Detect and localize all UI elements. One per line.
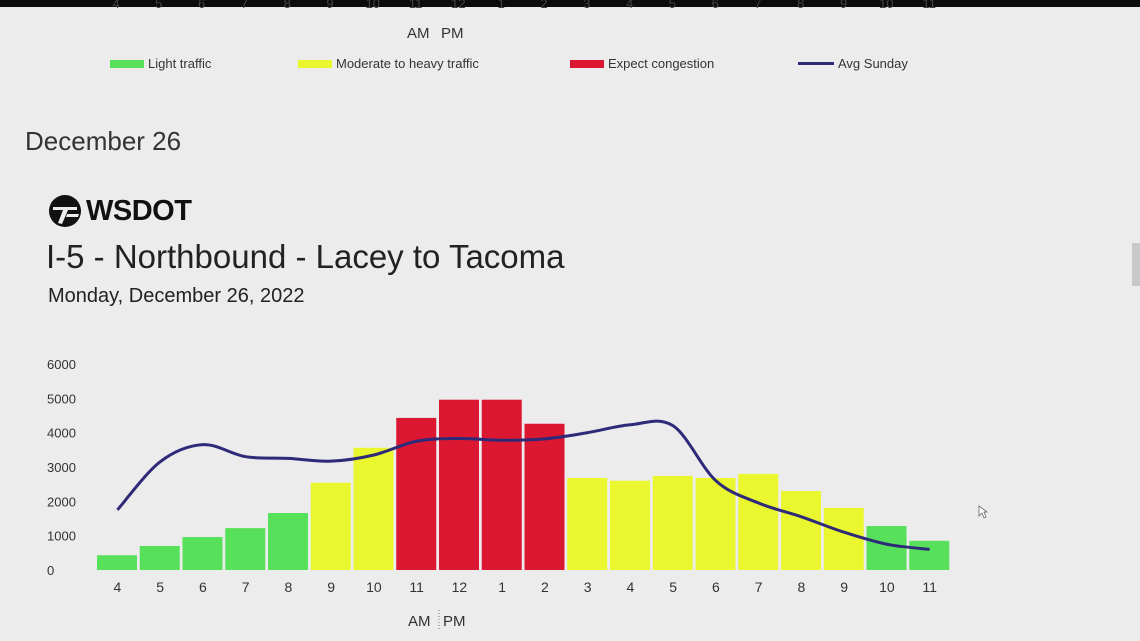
previous-x-tick-label: 2 xyxy=(540,0,548,11)
chart-subtitle: Monday, December 26, 2022 xyxy=(48,285,305,307)
legend-swatch-yellow xyxy=(298,59,332,68)
previous-x-tick-label: 10 xyxy=(365,0,381,11)
chart-title: I-5 - Northbound - Lacey to Tacoma xyxy=(46,238,565,275)
y-tick-label: 0 xyxy=(47,563,54,578)
legend-label: Moderate to heavy traffic xyxy=(336,56,479,71)
bar-moderate xyxy=(695,477,736,570)
bar-moderate xyxy=(567,477,608,570)
pm-label: PM xyxy=(443,613,466,630)
bar-light xyxy=(97,555,137,570)
legend-light-traffic: Light traffic xyxy=(110,56,211,71)
section-heading: December 26 xyxy=(25,126,182,156)
bar-congestion xyxy=(439,399,479,570)
x-tick-label: 7 xyxy=(242,579,250,595)
bar-moderate xyxy=(823,507,864,570)
previous-x-tick-label: 3 xyxy=(583,0,591,11)
scrollbar-thumb[interactable] xyxy=(1132,243,1140,286)
previous-x-tick-label: 8 xyxy=(283,0,291,11)
bar-moderate xyxy=(353,447,394,570)
legend-swatch-green xyxy=(110,59,144,68)
wsdot-logo: WSDOT xyxy=(48,194,192,228)
x-tick-label: 5 xyxy=(669,579,677,595)
legend-label: Expect congestion xyxy=(608,56,715,71)
x-tick-label: 10 xyxy=(879,579,895,595)
bar-moderate xyxy=(610,480,650,570)
previous-x-tick-label: 5 xyxy=(155,0,163,11)
bar-light xyxy=(139,545,180,570)
y-tick-label: 1000 xyxy=(47,529,76,544)
bar-light xyxy=(268,513,308,570)
x-tick-label: 6 xyxy=(712,579,720,595)
bar-congestion xyxy=(524,423,565,570)
y-tick-label: 5000 xyxy=(47,391,76,406)
previous-pm-label: PM xyxy=(441,25,464,42)
x-tick-label: 11 xyxy=(922,579,937,595)
previous-x-tick-label: 6 xyxy=(197,0,206,11)
previous-x-tick-label: 1 xyxy=(497,0,505,11)
mouse-cursor-icon xyxy=(978,505,988,519)
bar-moderate xyxy=(781,491,821,570)
bar-congestion xyxy=(481,399,522,570)
x-tick-label: 5 xyxy=(156,579,164,595)
x-tick-label: 9 xyxy=(840,579,848,595)
x-tick-label: 1 xyxy=(498,579,506,595)
legend-label: Avg Sunday xyxy=(838,56,908,71)
bar-moderate xyxy=(310,482,351,570)
bar-light xyxy=(909,540,950,570)
x-tick-label: 12 xyxy=(452,579,468,595)
x-tick-label: 2 xyxy=(541,579,549,595)
x-tick-label: 11 xyxy=(409,579,424,595)
legend-label: Light traffic xyxy=(148,56,212,71)
x-tick-label: 8 xyxy=(284,579,292,595)
y-tick-label: 6000 xyxy=(47,357,76,372)
previous-x-tick-label: 6 xyxy=(711,0,719,11)
x-tick-label: 6 xyxy=(199,579,207,595)
bar-light xyxy=(182,537,223,570)
previous-x-tick-label: 9 xyxy=(839,0,848,11)
legend-swatch-line xyxy=(798,62,834,65)
previous-x-tick-label: 11 xyxy=(922,0,936,11)
am-label: AM xyxy=(408,613,431,630)
previous-am-label: AM xyxy=(407,25,430,42)
x-tick-label: 4 xyxy=(113,579,121,595)
logo-text: WSDOT xyxy=(86,194,192,227)
legend-swatch-red xyxy=(570,59,604,68)
bar-light xyxy=(866,526,907,570)
legend-avg-sunday: Avg Sunday xyxy=(798,56,908,71)
y-tick-label: 4000 xyxy=(47,426,76,441)
previous-x-tick-label: 4 xyxy=(625,0,634,11)
top-dark-band xyxy=(0,0,1140,7)
previous-x-tick-label: 8 xyxy=(797,0,805,11)
wsdot-logo-icon xyxy=(49,195,81,227)
x-tick-label: 4 xyxy=(626,579,634,595)
avg-sunday-line xyxy=(116,419,930,551)
previous-x-tick-label: 9 xyxy=(326,0,334,11)
x-tick-label: 9 xyxy=(327,579,335,595)
previous-x-tick-label: 5 xyxy=(668,0,677,11)
previous-x-tick-label: 7 xyxy=(754,0,762,11)
bar-moderate xyxy=(652,475,693,570)
previous-x-tick-label: 12 xyxy=(451,0,466,11)
bar-moderate xyxy=(738,473,779,570)
previous-x-tick-label: 11 xyxy=(408,0,423,11)
previous-x-tick-label: 10 xyxy=(879,0,894,11)
legend-expect-congestion: Expect congestion xyxy=(570,56,714,71)
legend-moderate-traffic: Moderate to heavy traffic xyxy=(298,56,479,71)
bar-congestion xyxy=(396,417,437,570)
y-tick-label: 2000 xyxy=(47,494,76,509)
x-tick-label: 7 xyxy=(755,579,763,595)
x-tick-label: 10 xyxy=(366,579,382,595)
previous-x-tick-label: 4 xyxy=(112,0,120,11)
bar-light xyxy=(225,528,266,570)
y-tick-label: 3000 xyxy=(47,460,76,475)
x-tick-label: 8 xyxy=(797,579,805,595)
x-tick-label: 3 xyxy=(584,579,592,595)
previous-x-tick-label: 7 xyxy=(240,0,249,11)
